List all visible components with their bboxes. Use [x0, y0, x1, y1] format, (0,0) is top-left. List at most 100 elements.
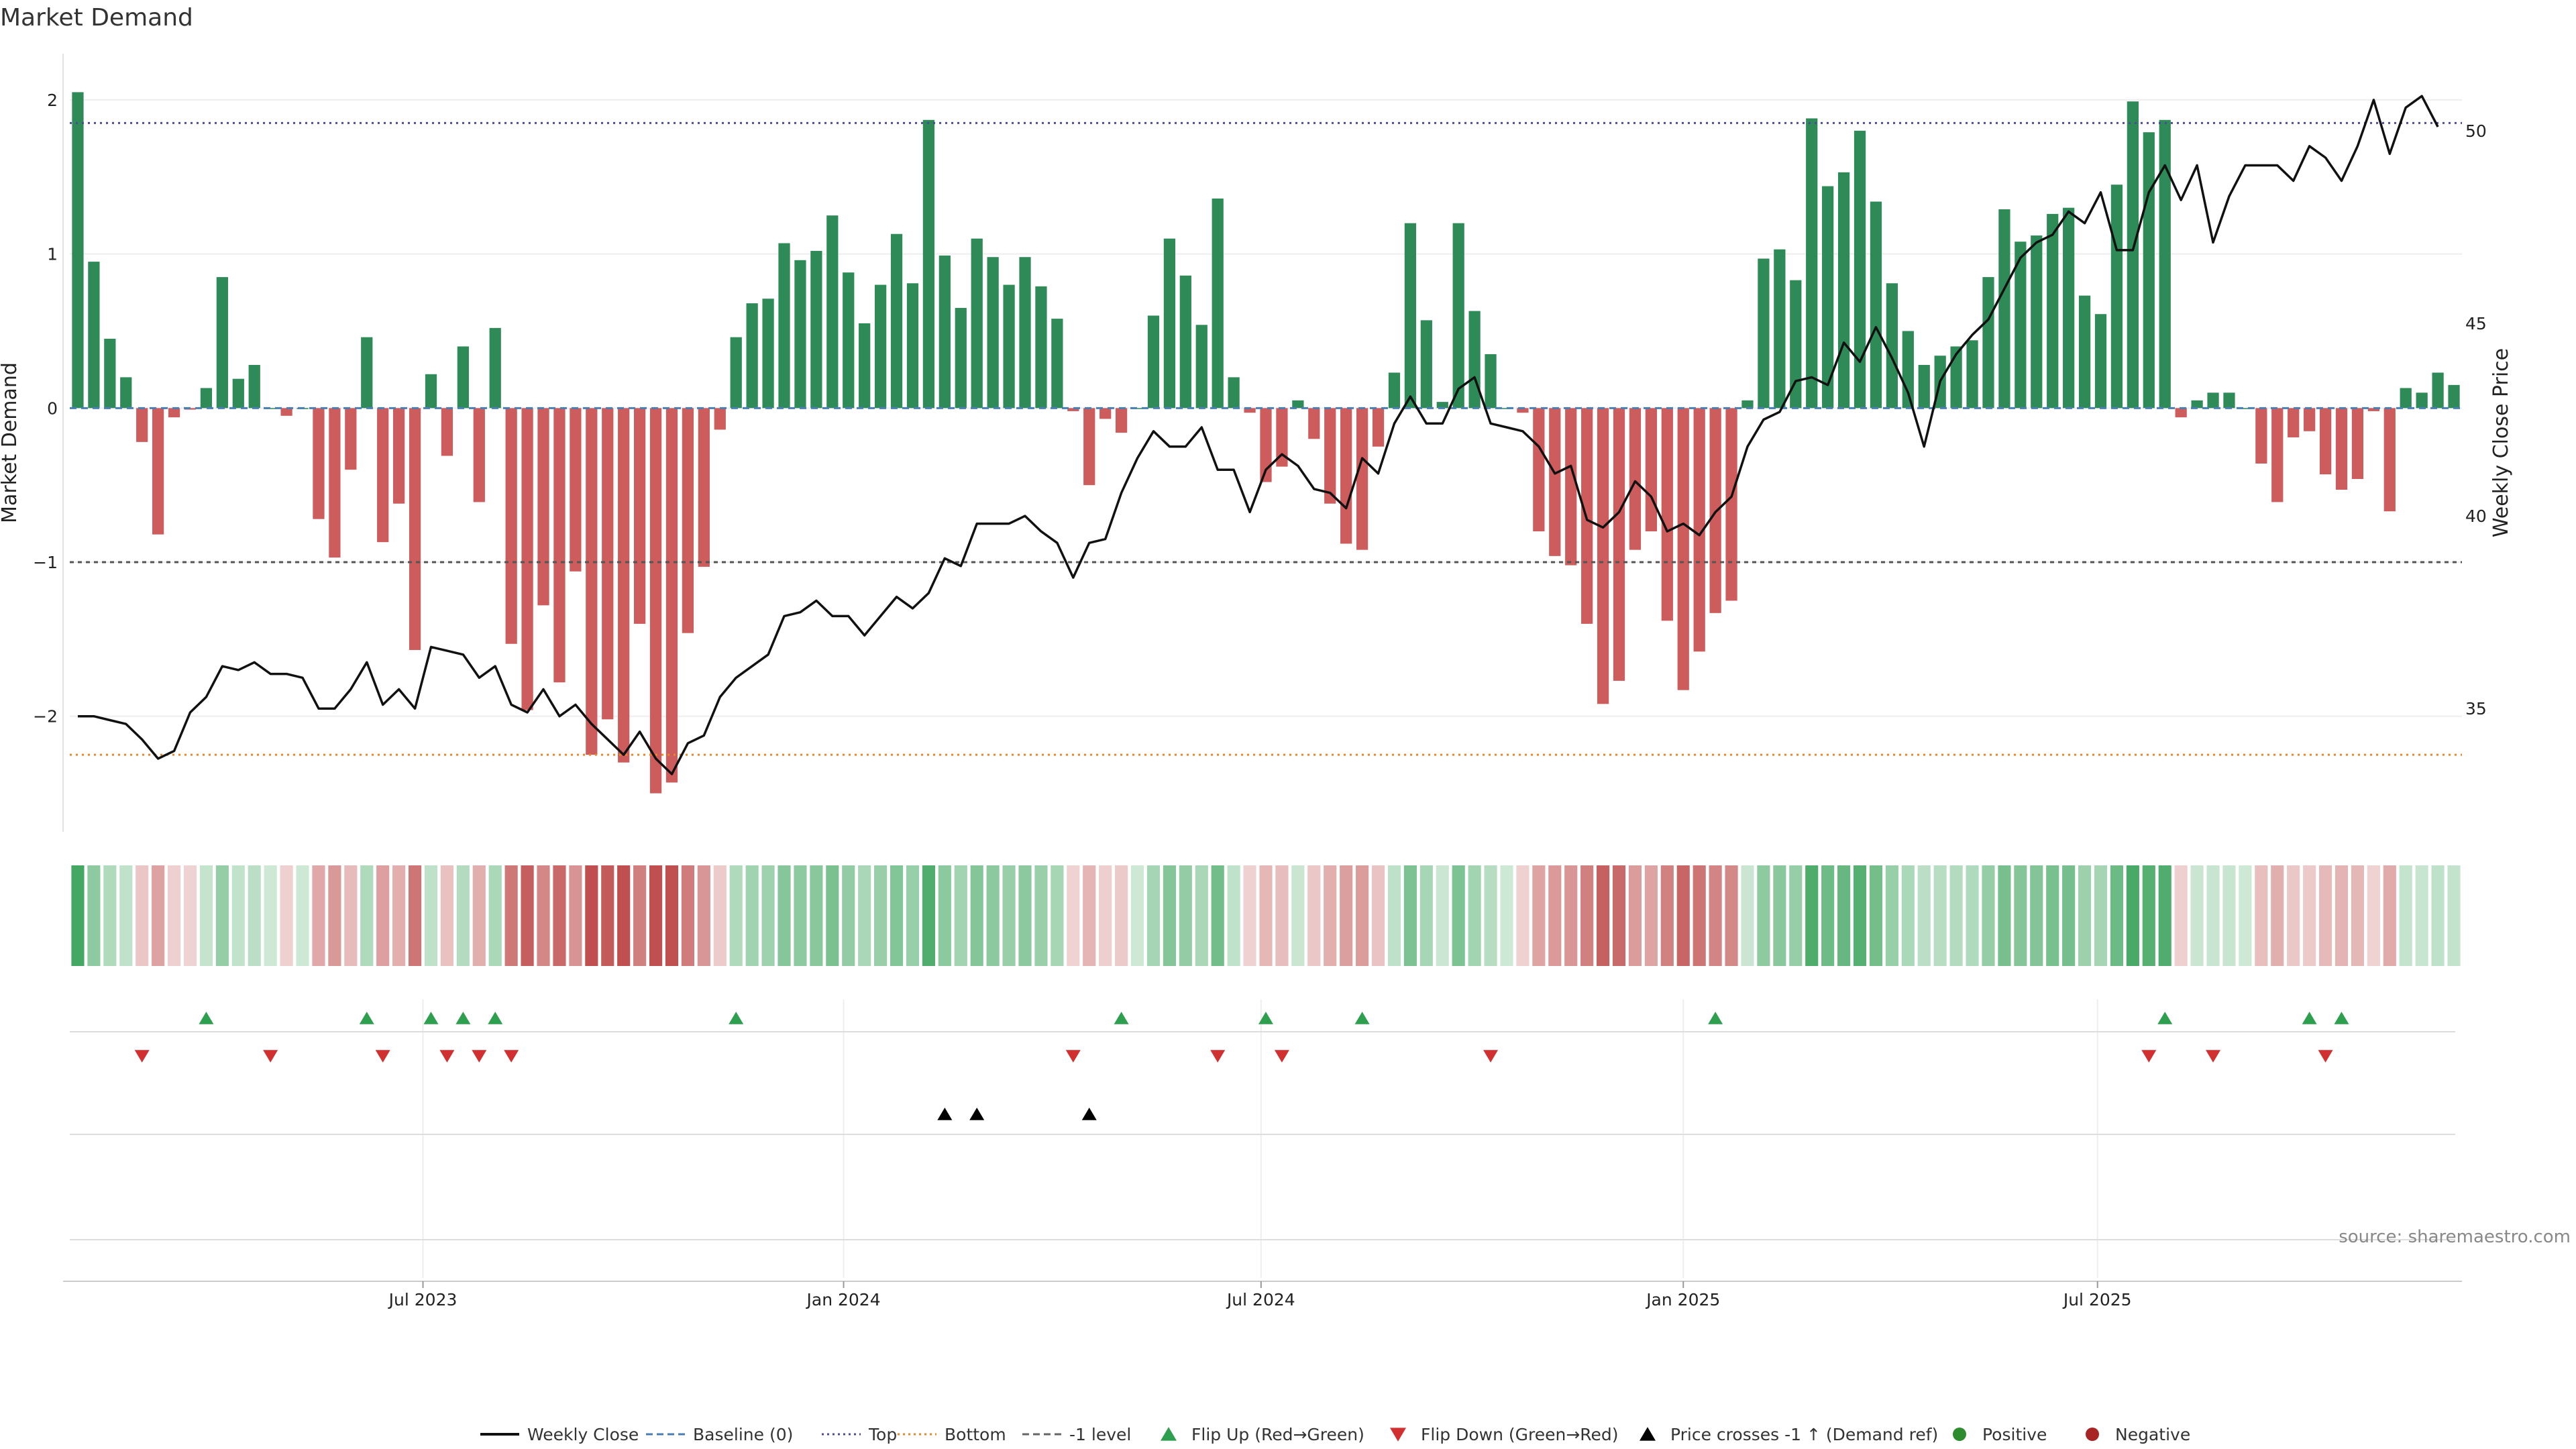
heat-cell: [1275, 865, 1289, 966]
legend-swatch-triangle-up: [1161, 1427, 1177, 1441]
heat-cell: [1837, 865, 1851, 966]
heat-cell: [1516, 865, 1529, 966]
demand-bar-negative: [393, 408, 405, 504]
heat-cell: [810, 865, 823, 966]
heat-cell: [954, 865, 967, 966]
heat-cell: [1966, 865, 1979, 966]
demand-bar-positive: [2191, 400, 2203, 409]
demand-bar-negative: [682, 408, 694, 633]
y2-tick-label: 50: [2465, 121, 2487, 141]
demand-bar-positive: [1790, 280, 1802, 409]
demand-bar-positive: [987, 257, 999, 409]
heat-cell: [745, 865, 759, 966]
heat-cell: [71, 865, 85, 966]
heat-cell: [488, 865, 502, 966]
demand-bar-negative: [698, 408, 710, 567]
heat-cell: [1468, 865, 1481, 966]
demand-bar-negative: [409, 408, 421, 650]
demand-bar-positive: [489, 327, 501, 409]
heat-cell: [2142, 865, 2155, 966]
demand-bar-negative: [602, 408, 614, 720]
heat-cell: [2110, 865, 2124, 966]
legend-label: Positive: [1982, 1425, 2047, 1444]
y2-tick-label: 40: [2465, 506, 2487, 526]
heat-cell: [408, 865, 422, 966]
heat-cell: [1436, 865, 1449, 966]
flip-up-marker: [359, 1012, 374, 1024]
heat-cell: [1741, 865, 1754, 966]
y-tick-label: −2: [33, 707, 58, 727]
legend: Weekly Close Baseline (0) Top Bottom -1 leve…: [480, 1425, 2190, 1444]
heat-cell: [2190, 865, 2204, 966]
demand-bar-positive: [457, 346, 469, 409]
heat-cell: [761, 865, 775, 966]
legend-label: Top: [868, 1425, 897, 1444]
x-tick-label: Jan 2025: [1645, 1290, 1720, 1309]
x-tick-label: Jan 2024: [806, 1290, 881, 1309]
heat-cell: [1051, 865, 1064, 966]
legend-label: Bottom: [945, 1425, 1006, 1444]
heat-cell: [264, 865, 277, 966]
demand-bar-negative: [1340, 408, 1352, 544]
demand-bar-positive: [1468, 311, 1481, 409]
demand-bar-positive: [2159, 119, 2171, 409]
heat-cell: [2431, 865, 2445, 966]
demand-bar-positive: [2047, 213, 2059, 409]
demand-bar-positive: [1982, 277, 1994, 409]
flip-down-marker: [1065, 1050, 1081, 1063]
heat-cell: [585, 865, 598, 966]
heat-cell: [906, 865, 920, 966]
heat-cell: [553, 865, 566, 966]
y2-tick-label: 45: [2465, 314, 2487, 333]
heat-cell: [1821, 865, 1835, 966]
demand-bar-negative: [1693, 408, 1705, 652]
demand-bar-negative: [634, 408, 646, 624]
demand-bar-negative: [665, 408, 678, 783]
demand-bar-positive: [906, 283, 919, 409]
demand-bar-positive: [1452, 223, 1464, 409]
demand-bar-positive: [843, 272, 855, 409]
heat-cell: [152, 865, 165, 966]
legend-item: Weekly Close: [480, 1425, 639, 1444]
demand-bar-negative: [2335, 408, 2348, 490]
heat-cell: [183, 865, 197, 966]
heat-cell: [360, 865, 374, 966]
legend-swatch-triangle-down: [1390, 1428, 1406, 1442]
heat-cell: [569, 865, 582, 966]
price-cross-marker: [937, 1108, 953, 1120]
heat-cell: [1227, 865, 1240, 966]
flip-up-marker: [1114, 1012, 1129, 1024]
heat-cell: [2062, 865, 2076, 966]
demand-bar-positive: [264, 408, 276, 409]
demand-bar-negative: [1629, 408, 1642, 550]
heat-cell: [296, 865, 309, 966]
flip-up-marker: [1258, 1012, 1273, 1024]
heat-cell: [601, 865, 614, 966]
y2-axis-title: Weekly Close Price: [2489, 348, 2513, 537]
heat-cell: [472, 865, 486, 966]
demand-bar-positive: [2400, 388, 2412, 409]
demand-bar-negative: [2255, 408, 2267, 464]
heat-cell: [504, 865, 518, 966]
demand-bar-positive: [2207, 392, 2219, 409]
demand-bar-positive: [874, 284, 887, 409]
flip-up-marker: [1354, 1012, 1370, 1024]
flip-down-marker: [504, 1050, 519, 1063]
demand-bar-positive: [1163, 238, 1176, 409]
demand-bar-negative: [2383, 408, 2396, 512]
demand-heat-strip: [71, 865, 2461, 966]
heat-cell: [2399, 865, 2412, 966]
demand-bar-positive: [2015, 241, 2027, 409]
demand-bar-negative: [313, 408, 325, 519]
heat-cell: [1709, 865, 1722, 966]
flip-up-marker: [1708, 1012, 1723, 1024]
y-tick-label: 2: [47, 91, 58, 110]
signal-markers: [70, 1012, 2455, 1240]
demand-bar-positive: [922, 119, 935, 409]
heat-cell: [2287, 865, 2300, 966]
heat-cell: [1885, 865, 1898, 966]
chart-title: Market Demand: [0, 4, 193, 32]
demand-bar-positive: [2448, 384, 2460, 409]
heat-cell: [521, 865, 534, 966]
demand-bar-negative: [1677, 408, 1689, 690]
